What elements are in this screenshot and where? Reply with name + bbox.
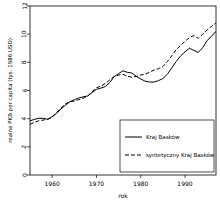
y-tick-label: 6 bbox=[21, 88, 28, 92]
y-tick-label: 0 bbox=[21, 173, 28, 177]
legend-label: syntetyczny Kraj Basków bbox=[146, 152, 215, 159]
x-tick bbox=[52, 175, 53, 178]
x-axis-label: rok bbox=[118, 192, 128, 199]
plot-frame bbox=[30, 6, 216, 175]
legend-swatch bbox=[125, 155, 142, 156]
x-tick-label: 1980 bbox=[133, 180, 148, 187]
y-tick-label: 12 bbox=[21, 2, 28, 10]
legend-box bbox=[120, 120, 214, 172]
y-tick-label: 10 bbox=[21, 30, 28, 38]
y-tick-label: 8 bbox=[21, 60, 28, 64]
series-line bbox=[30, 31, 216, 120]
x-tick-label: 1960 bbox=[45, 180, 60, 187]
legend-label: Kraj Basków bbox=[146, 134, 180, 141]
x-tick-label: 1990 bbox=[177, 180, 192, 187]
legend-swatch bbox=[125, 137, 142, 138]
x-tick-label: 1970 bbox=[89, 180, 104, 187]
x-tick bbox=[140, 175, 141, 178]
x-tick bbox=[96, 175, 97, 178]
y-axis-label: realne PKB per capita (tys. 1986 USD) bbox=[7, 38, 14, 143]
y-tick-label: 2 bbox=[21, 145, 28, 149]
y-tick-label: 4 bbox=[21, 117, 28, 121]
series-line bbox=[30, 23, 216, 124]
chart: 0 2 4 6 8 10 12 1960 1970 1980 1990 rok realne PKB p… bbox=[0, 0, 220, 220]
legend: Kraj Basków syntetyczny Kraj Basków bbox=[120, 120, 215, 172]
plot-lines bbox=[30, 23, 216, 124]
x-tick bbox=[185, 175, 186, 178]
